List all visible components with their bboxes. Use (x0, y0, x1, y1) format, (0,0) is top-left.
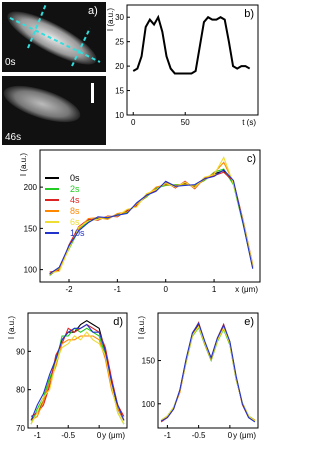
y-tick-label: 25 (115, 38, 124, 47)
y-tick-label: 10 (115, 111, 124, 120)
y-axis-label: I (a.u.) (137, 316, 146, 339)
plot-frame (39, 149, 261, 283)
x-tick-label: -1 (114, 285, 122, 294)
data-line (160, 324, 256, 422)
data-line (160, 326, 256, 421)
panel-label: d) (113, 316, 123, 328)
legend-label: 4s (70, 195, 80, 205)
image-panel: a) 0s 46s (2, 2, 106, 145)
panel-label: e) (244, 316, 254, 328)
x-axis-label: y (μm) (102, 431, 125, 440)
x-tick-label: 50 (181, 118, 190, 127)
x-tick-label: 0 (163, 285, 168, 294)
data-line (30, 331, 125, 425)
data-line (30, 323, 125, 417)
x-axis-label: t (s) (242, 118, 256, 127)
y-axis-label: I (a.u.) (19, 153, 28, 176)
cell (7, 11, 97, 65)
data-line (49, 169, 254, 275)
y-tick-label: 70 (16, 424, 25, 433)
x-tick-label: 0 (131, 118, 136, 127)
data-line (160, 325, 256, 422)
y-tick-label: 30 (115, 13, 124, 22)
panel-label: c) (247, 153, 256, 165)
y-tick-label: 90 (16, 347, 25, 356)
data-line (49, 171, 254, 273)
x-tick-label: -0.5 (61, 431, 75, 440)
data-line (160, 322, 256, 422)
profile-line (71, 27, 91, 67)
y-tick-label: 200 (24, 183, 38, 192)
data-line (49, 168, 254, 276)
plot-frame (27, 312, 128, 429)
data-line (30, 323, 125, 421)
x-tick-label: -1 (164, 431, 172, 440)
y-tick-label: 150 (142, 357, 156, 366)
y-axis-label: I (a.u.) (7, 316, 16, 339)
time-label: 46s (5, 132, 21, 143)
x-tick-label: -2 (65, 285, 73, 294)
y-tick-label: 100 (142, 400, 156, 409)
plot-frame (126, 4, 259, 116)
x-tick-label: 1 (212, 285, 217, 294)
data-line (132, 14, 251, 75)
y-tick-label: 20 (115, 62, 124, 71)
panel-label: a) (88, 5, 98, 17)
y-tick-label: 80 (16, 386, 25, 395)
data-line (49, 169, 254, 275)
cell (3, 85, 81, 123)
x-axis-label: y (μm) (233, 431, 256, 440)
profile-line (9, 17, 101, 63)
x-tick-label: -1 (34, 431, 42, 440)
time-label: 0s (5, 57, 16, 68)
x-tick-label: 0 (228, 431, 233, 440)
data-line (160, 321, 256, 423)
data-line (160, 322, 256, 423)
scale-bar (91, 83, 94, 103)
legend-label: 10s (70, 228, 85, 238)
x-axis-label: x (μm) (235, 285, 258, 294)
y-axis-label: I (a.u.) (106, 8, 115, 31)
panel-label: b) (244, 8, 254, 20)
y-tick-label: 150 (24, 224, 38, 233)
data-line (49, 161, 254, 276)
legend-label: 2s (70, 184, 80, 194)
profile-line (27, 3, 47, 49)
x-tick-label: -0.5 (192, 431, 206, 440)
x-tick-label: 0 (97, 431, 102, 440)
legend-label: 0s (70, 173, 80, 183)
legend-label: 6s (70, 217, 80, 227)
data-line (49, 156, 254, 274)
y-tick-label: 100 (24, 266, 38, 275)
plot-frame (157, 312, 259, 429)
legend-label: 8s (70, 206, 80, 216)
y-tick-label: 15 (115, 87, 124, 96)
